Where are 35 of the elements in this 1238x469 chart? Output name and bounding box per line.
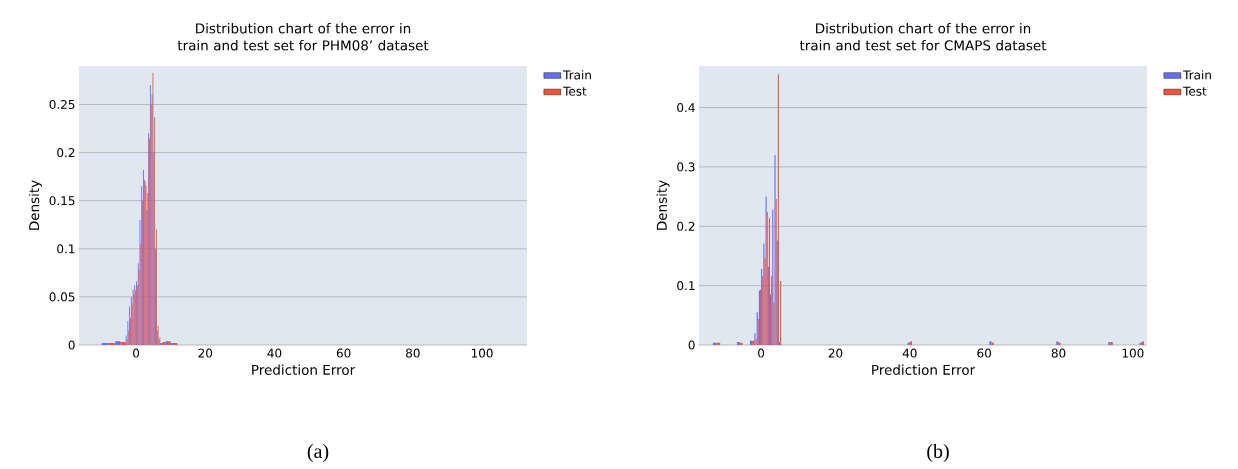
legend-label: Test [563, 86, 587, 96]
x-axis-title: Prediction Error [872, 364, 976, 375]
x-tick-label: 100 [471, 348, 493, 358]
x-tick-label: 0 [758, 348, 765, 358]
y-tick-label: 0 [68, 340, 75, 350]
x-tick-label: 20 [828, 348, 843, 358]
y-tick-label: 0.4 [677, 103, 695, 113]
legend-label: Test [1183, 86, 1207, 96]
x-tick-label: 60 [977, 348, 992, 358]
x-tick-label: 0 [133, 348, 140, 358]
x-tick-label: 40 [267, 348, 282, 358]
chart-title: Distribution chart of the error in train and test set for PHM08’ dataset [177, 23, 429, 51]
legend-label: Train [563, 70, 591, 80]
x-tick-label: 40 [902, 348, 917, 358]
y-tick-label: 0.1 [57, 244, 75, 254]
y-tick-label: 0.15 [49, 196, 75, 206]
x-tick-label: 60 [336, 348, 351, 358]
y-tick-label: 0.1 [677, 281, 695, 291]
y-tick-label: 0.3 [677, 162, 695, 172]
x-tick-label: 80 [1051, 348, 1066, 358]
legend-label: Train [1183, 70, 1211, 80]
y-tick-label: 0.2 [57, 148, 75, 158]
x-tick-label: 100 [1122, 348, 1144, 358]
x-axis-title: Prediction Error [252, 364, 356, 375]
chart-title: Distribution chart of the error in train and test set for CMAPS dataset [799, 23, 1047, 51]
y-axis-title: Density [656, 180, 670, 230]
y-tick-label: 0 [688, 340, 695, 350]
x-tick-label: 20 [198, 348, 213, 358]
y-tick-label: 0.25 [49, 99, 75, 110]
y-tick-label: 0.05 [49, 292, 75, 302]
x-tick-label: 80 [406, 348, 420, 358]
text: (a) [307, 443, 329, 463]
y-tick-label: 0.2 [677, 221, 695, 231]
text: (b) [927, 443, 949, 463]
y-axis-title: Density [28, 180, 42, 230]
